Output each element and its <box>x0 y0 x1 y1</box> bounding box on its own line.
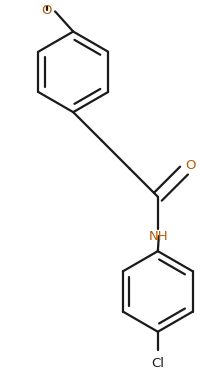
Text: O: O <box>41 4 52 17</box>
Text: O: O <box>185 159 195 172</box>
Text: Cl: Cl <box>151 357 164 370</box>
Text: NH: NH <box>149 230 169 243</box>
